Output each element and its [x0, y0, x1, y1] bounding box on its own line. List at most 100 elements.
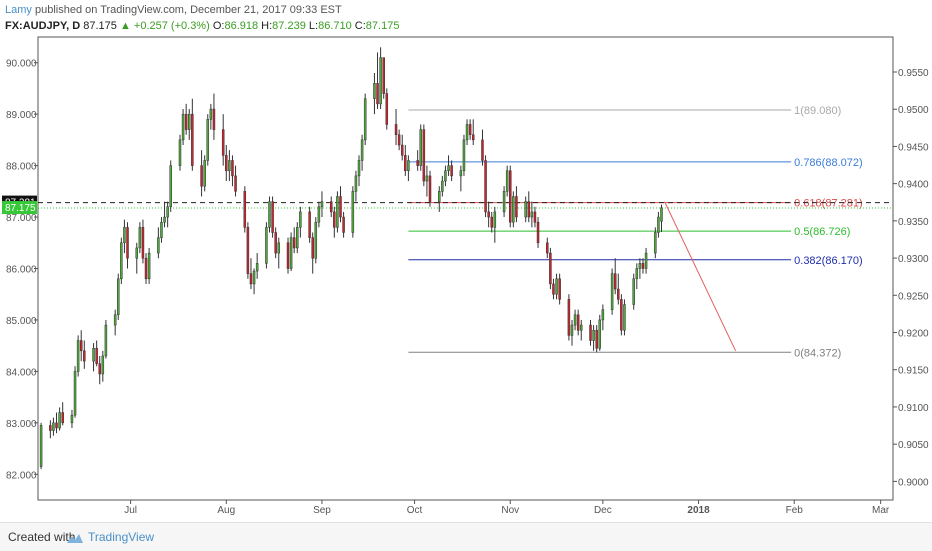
candle [163, 201, 166, 228]
candle [228, 150, 231, 182]
price-chart[interactable]: 82.000 83.000 84.000 85.000 86.000 87.000 88.0… [0, 0, 932, 522]
candle-body [533, 211, 537, 223]
candle-body [191, 113, 194, 166]
x-tick-label: Oct [407, 505, 423, 516]
candle [360, 134, 364, 171]
candle [184, 103, 188, 135]
candle [104, 319, 108, 359]
candle [292, 227, 296, 254]
y-left-tick-label: 85.000 [6, 316, 37, 327]
y-left-tick-label: 82.000 [6, 470, 37, 481]
candle [92, 343, 95, 372]
candle [329, 196, 333, 218]
candle-body [558, 278, 561, 300]
candle [419, 124, 422, 171]
candle [73, 366, 77, 418]
y-right-tick-label: 0.9150 [898, 366, 929, 377]
candle [441, 175, 444, 197]
candle-body [490, 216, 493, 228]
author-link[interactable]: Lamy [5, 4, 32, 16]
candle [422, 124, 426, 187]
candle-body [200, 165, 203, 187]
candle-body [641, 263, 645, 269]
candle-body [623, 304, 626, 331]
candle [160, 217, 163, 243]
candle-body [181, 113, 185, 141]
candle [610, 268, 614, 315]
x-tick-label: Sep [313, 505, 331, 516]
candle-body [113, 314, 117, 326]
candle [76, 335, 80, 377]
candle [101, 350, 105, 382]
candle-body [169, 165, 172, 208]
candle [265, 222, 268, 269]
fib-level-label: 0.786(88.072) [794, 157, 863, 169]
tradingview-logo-icon [67, 534, 83, 543]
candle-body [141, 227, 145, 259]
candle-body [292, 237, 296, 249]
candle [268, 196, 271, 233]
candle [200, 150, 203, 197]
candle [141, 219, 145, 264]
candle [209, 103, 213, 130]
candle [425, 165, 429, 197]
candle-body [265, 227, 268, 264]
candle [70, 409, 74, 428]
candle [644, 247, 648, 274]
candle [567, 294, 571, 341]
candle [61, 402, 64, 426]
candle [274, 227, 277, 259]
candle [135, 242, 139, 274]
y-left-tick-label: 84.000 [6, 367, 37, 378]
candle-body [49, 425, 52, 431]
fib-level-label: 0(84.372) [794, 347, 841, 359]
x-tick-label: 2018 [687, 505, 710, 516]
candle [252, 268, 256, 295]
candle-body [187, 113, 191, 130]
y-right-tick-label: 0.9500 [898, 105, 929, 116]
candle [157, 227, 160, 259]
candle [394, 109, 398, 146]
candle-body [342, 216, 345, 233]
symbol-label[interactable]: FX:AUDJPY, D [5, 20, 81, 32]
candle-body [329, 201, 333, 213]
candle [502, 186, 506, 218]
candle-body [613, 273, 617, 290]
candle-body [382, 57, 385, 94]
candle-body [447, 165, 450, 172]
high-label: H: [261, 20, 273, 32]
candle-body [394, 124, 398, 135]
candle-body [385, 93, 389, 125]
candle [126, 222, 129, 269]
candle-body [549, 252, 552, 285]
fib-level-label: 0.5(86.726) [794, 226, 850, 238]
candle-body [428, 175, 432, 202]
candle-body [160, 221, 163, 238]
candle-body [536, 221, 540, 244]
fib-level-label: 0.618(87.281) [794, 198, 863, 210]
candle-body [567, 299, 571, 336]
high-value: 87.239 [272, 20, 306, 32]
y-right-tick-label: 0.9000 [898, 477, 929, 488]
candle-body [502, 191, 506, 213]
open-value: 86.918 [224, 20, 259, 32]
candle [286, 237, 290, 274]
candle [212, 93, 216, 140]
candle-body [459, 170, 463, 177]
candle [376, 52, 379, 110]
candle [243, 186, 247, 233]
candle-body [178, 139, 182, 166]
candle-body [471, 134, 475, 141]
candle-body [530, 211, 534, 218]
tradingview-link[interactable]: TradingView [88, 530, 155, 544]
close-value: 87.175 [365, 20, 400, 32]
candle-body [441, 180, 444, 192]
candle-body [274, 232, 277, 254]
candle-body [552, 283, 555, 295]
candle-body [592, 329, 595, 341]
candle [654, 227, 657, 259]
candle [598, 314, 602, 351]
candle [536, 217, 540, 248]
candle-body [231, 160, 234, 177]
candle [573, 309, 577, 331]
